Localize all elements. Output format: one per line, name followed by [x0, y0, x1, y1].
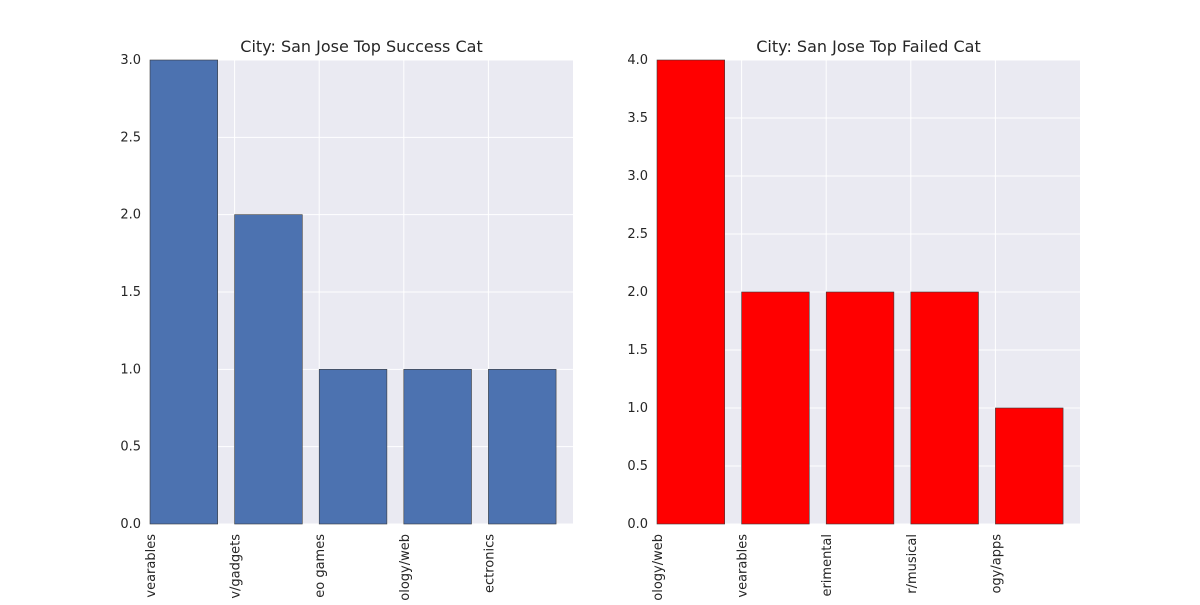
y-tick-label: 1.5 [120, 285, 141, 300]
y-tick-label: 1.0 [120, 362, 141, 377]
bar-2 [741, 291, 810, 525]
y-tick-label: 2.0 [627, 285, 648, 300]
y-tick-label: 4.0 [627, 53, 648, 68]
y-tick-label: 1.5 [627, 343, 648, 358]
bar-3 [825, 291, 895, 525]
bar-4 [403, 369, 472, 525]
y-tick-label: 0.5 [627, 459, 648, 474]
chart-panel-1: 0.0 0.5 1.0 1.5 2.0 2.5 3.0 vearables v/gadgets e… [120, 37, 573, 601]
y-tick-label: 2.0 [120, 208, 141, 223]
x-tick-label: ectronics [482, 534, 497, 593]
x-tick-label: ology/web [398, 534, 413, 600]
bar-5 [995, 407, 1064, 525]
bar-4 [910, 291, 979, 525]
x-tick-label: ogy/apps [989, 534, 1004, 594]
x-tick-label: eo games [313, 534, 328, 598]
y-tick-label: 2.5 [627, 227, 648, 242]
bar-2 [234, 214, 303, 525]
x-tick-label: erimental [820, 534, 835, 597]
x-tick-label: r/musical [905, 534, 920, 594]
y-tick-label: 1.0 [627, 401, 648, 416]
y-tick-label: 0.5 [120, 440, 141, 455]
chart-panel-2: 0.0 0.5 1.0 1.5 2.0 2.5 3.0 3.5 4.0 ology/web vear… [627, 37, 1080, 601]
y-tick-label: 0.0 [120, 517, 141, 532]
bar-1 [656, 59, 725, 525]
bar-3 [318, 369, 388, 525]
x-tick-label: ology/web [651, 534, 666, 600]
y-tick-label: 0.0 [627, 517, 648, 532]
bar-1 [149, 59, 218, 525]
y-tick-label: 3.5 [627, 111, 648, 126]
chart-title: City: San Jose Top Failed Cat [756, 37, 980, 56]
y-tick-label: 2.5 [120, 130, 141, 145]
chart-title: City: San Jose Top Success Cat [240, 37, 482, 56]
x-tick-label: vearables [736, 534, 751, 598]
bar-5 [488, 369, 557, 525]
y-tick-label: 3.0 [120, 53, 141, 68]
x-tick-label: v/gadgets [229, 534, 244, 599]
y-tick-label: 3.0 [627, 169, 648, 184]
x-tick-label: vearables [144, 534, 159, 598]
